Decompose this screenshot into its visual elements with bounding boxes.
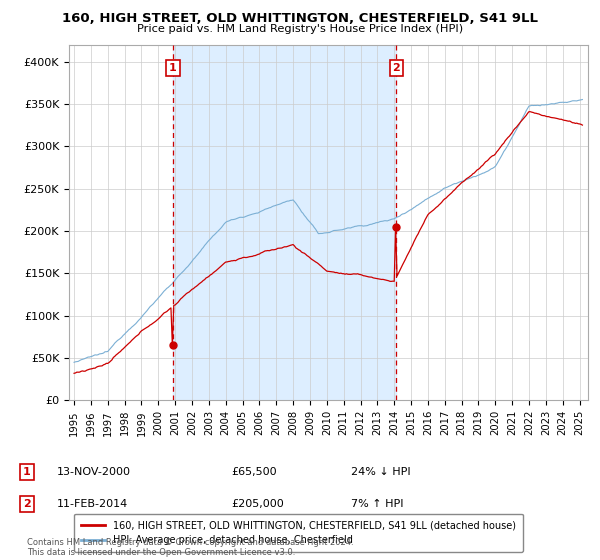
Text: 1: 1 xyxy=(23,467,31,477)
Text: 13-NOV-2000: 13-NOV-2000 xyxy=(57,467,131,477)
Text: £65,500: £65,500 xyxy=(231,467,277,477)
Bar xyxy=(173,45,396,400)
Text: Contains HM Land Registry data © Crown copyright and database right 2024.
This d: Contains HM Land Registry data © Crown c… xyxy=(27,538,353,557)
Legend: 160, HIGH STREET, OLD WHITTINGTON, CHESTERFIELD, S41 9LL (detached house), HPI: : 160, HIGH STREET, OLD WHITTINGTON, CHEST… xyxy=(74,514,523,552)
Text: 2: 2 xyxy=(392,63,400,73)
Text: 24% ↓ HPI: 24% ↓ HPI xyxy=(351,467,410,477)
Text: 2: 2 xyxy=(23,499,31,509)
Text: 7% ↑ HPI: 7% ↑ HPI xyxy=(351,499,404,509)
Text: 11-FEB-2014: 11-FEB-2014 xyxy=(57,499,128,509)
Text: Price paid vs. HM Land Registry's House Price Index (HPI): Price paid vs. HM Land Registry's House … xyxy=(137,24,463,34)
Text: 160, HIGH STREET, OLD WHITTINGTON, CHESTERFIELD, S41 9LL: 160, HIGH STREET, OLD WHITTINGTON, CHEST… xyxy=(62,12,538,25)
Text: £205,000: £205,000 xyxy=(231,499,284,509)
Text: 1: 1 xyxy=(169,63,177,73)
